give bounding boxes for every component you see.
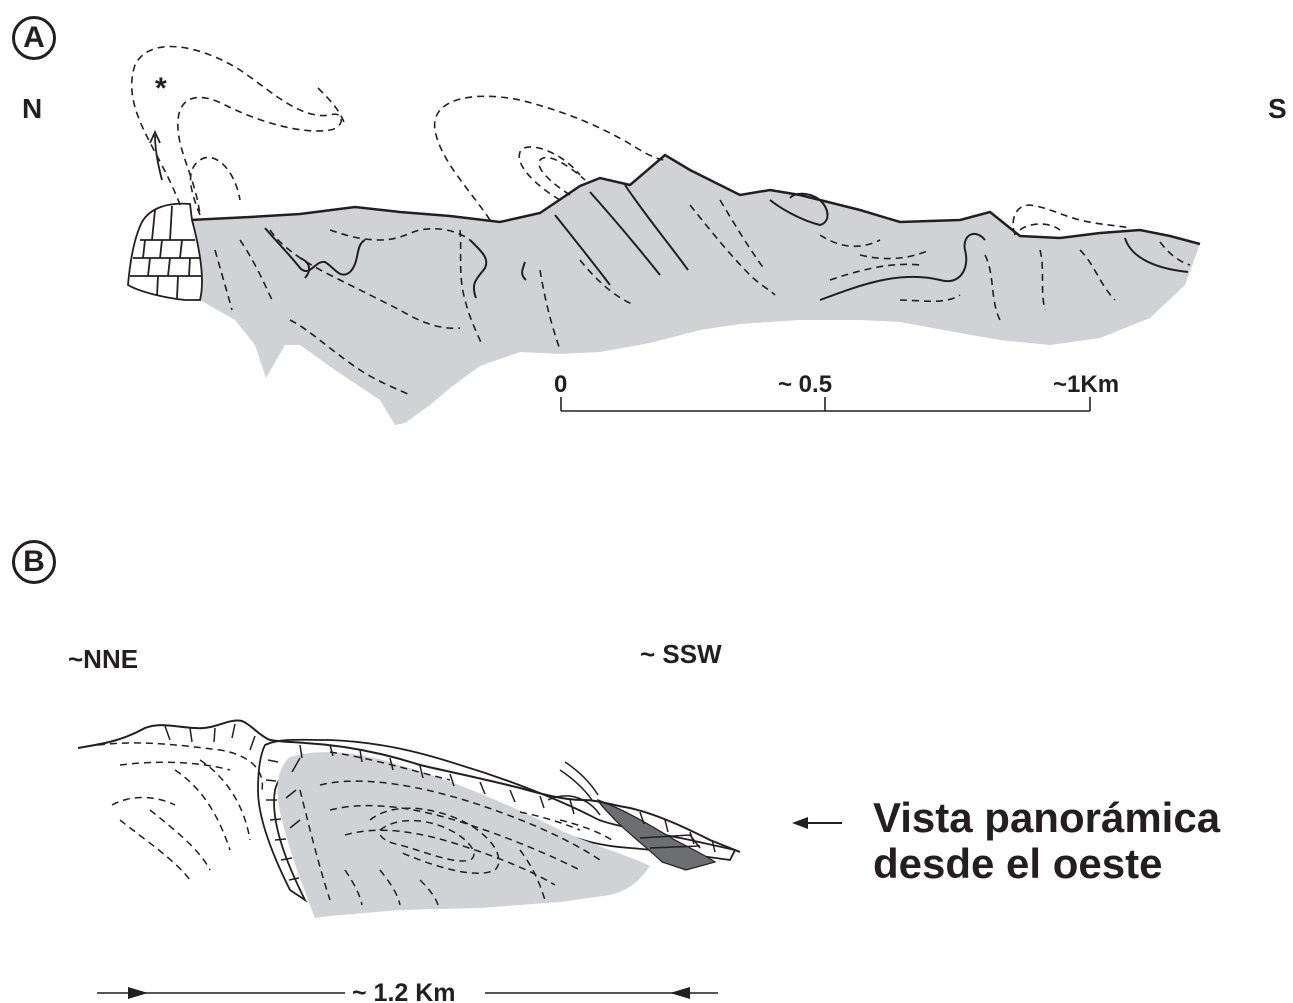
panel-b-section: ~NNE ~ SSW [68, 639, 842, 1003]
panel-b-core-fold-traces [299, 780, 601, 906]
panel-a-scale-mid: ~ 0.5 [778, 371, 832, 398]
panel-a-topography-line [189, 153, 1201, 246]
panel-b-dark-unit [596, 798, 717, 871]
panel-a-scale-bar [560, 397, 1091, 412]
panel-b-eastern-dashed [519, 811, 616, 843]
panel-b-topography-line [77, 719, 741, 853]
panel-b-grey-core [277, 752, 650, 918]
panel-a-solid-traces [264, 184, 1189, 301]
panel-a-asterisk: * [155, 72, 167, 105]
panel-b-limestone-ticks [164, 723, 716, 881]
panel-b-scale-bar [97, 987, 718, 999]
panel-b-caption-line1: Vista panorámica [873, 794, 1221, 841]
panel-a-outcrop [190, 155, 1200, 425]
panel-b-right-label: ~ SSW [640, 639, 722, 669]
panel-b-view-arrow [792, 817, 842, 829]
panel-a-section: * N S 0 ~ 0.5 ~1Km [22, 45, 1287, 425]
panel-a-north-label: N [22, 93, 42, 124]
panel-b-left-label: ~NNE [68, 644, 138, 674]
panel-b-caption: Vista panorámica desde el oeste [873, 795, 1220, 887]
panel-a-internal-dashed-traces [214, 199, 1191, 396]
panel-a-letter: A [12, 16, 56, 60]
panel-a-projected-traces [130, 45, 1131, 236]
panel-b-western-dashed-traces [97, 742, 451, 881]
panel-a-arrow [149, 129, 163, 181]
panel-b-caption-line2: desde el oeste [873, 840, 1163, 887]
panel-b-eastern-strokes [547, 761, 701, 849]
panel-a-limestone-block [127, 202, 203, 301]
panel-a-south-label: S [1268, 93, 1287, 124]
panel-b-letter: B [12, 540, 56, 584]
panel-b-scale-label: ~ 1.2 Km [352, 979, 456, 1003]
panel-a-scale-0: 0 [554, 371, 567, 398]
panel-a-scale-end: ~1Km [1053, 371, 1119, 398]
